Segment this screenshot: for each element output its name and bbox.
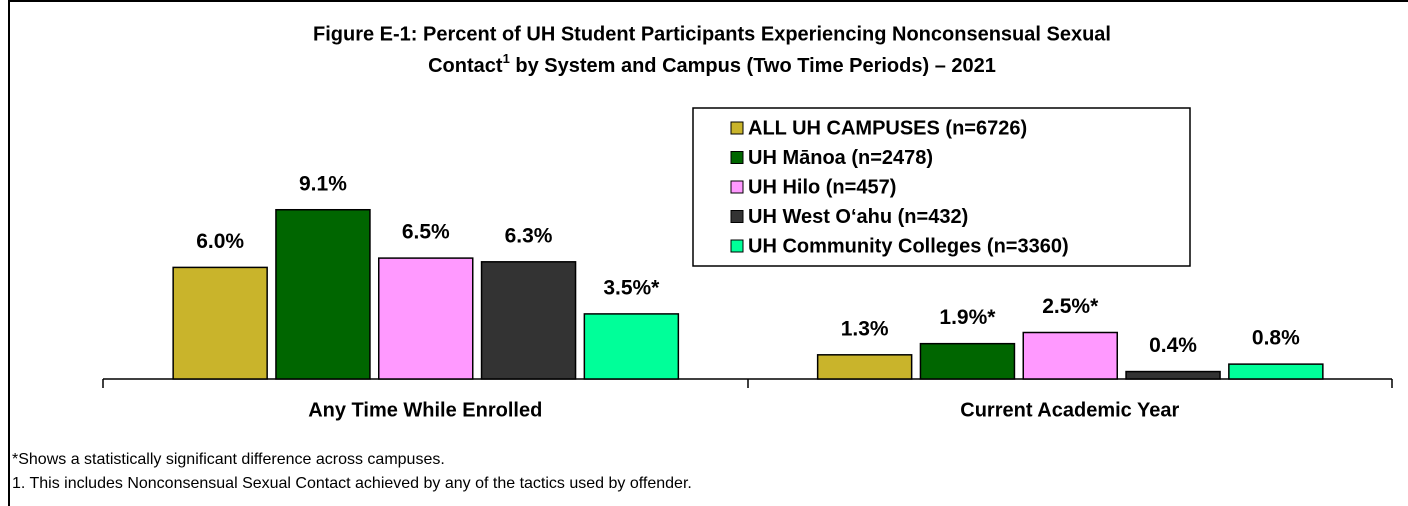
legend-label: UH Mānoa (n=2478) <box>748 147 933 169</box>
footnote: 1. This includes Nonconsensual Sexual Co… <box>12 475 692 492</box>
bar <box>1228 363 1324 380</box>
data-label: 6.3% <box>505 224 553 247</box>
chart-title: Contact1 by System and Campus (Two Time … <box>428 51 996 77</box>
chart-title: by System and Campus (Two Time Periods) … <box>510 55 996 77</box>
data-label: 2.5%* <box>1042 295 1099 318</box>
legend-label: UH Hilo (n=457) <box>748 176 896 198</box>
legend-swatch <box>730 121 744 135</box>
chart-title: Contact <box>428 55 503 77</box>
data-label: 6.5% <box>402 221 450 244</box>
legend-label: UH West O‘ahu (n=432) <box>748 206 968 228</box>
x-tick-label: Any Time While Enrolled <box>308 399 542 421</box>
x-tick-label: Current Academic Year <box>960 399 1179 421</box>
bar <box>275 208 371 380</box>
bar <box>172 266 268 380</box>
legend-swatch <box>730 210 744 223</box>
bar <box>816 354 913 380</box>
chart-title: Figure E-1: Percent of UH Student Partic… <box>313 23 1111 45</box>
data-label: 1.3% <box>841 317 889 340</box>
data-label: 0.4% <box>1149 334 1197 357</box>
bar <box>1125 370 1221 380</box>
data-label: 9.1% <box>299 172 347 195</box>
bar <box>378 257 474 380</box>
bar <box>1022 331 1118 380</box>
footnote: *Shows a statistically significant diffe… <box>12 451 445 468</box>
legend-swatch <box>730 180 744 194</box>
legend-box <box>692 107 1191 267</box>
footnote-mark: 1 <box>503 51 510 66</box>
data-label: 1.9%* <box>939 306 996 329</box>
legend-swatch <box>730 151 744 164</box>
data-label: 6.0% <box>196 230 244 253</box>
data-label: 3.5%* <box>603 276 660 299</box>
legend-label: ALL UH CAMPUSES (n=6726) <box>748 117 1027 139</box>
legend-swatch <box>730 239 744 253</box>
bar <box>583 313 680 380</box>
data-label: 0.8% <box>1252 327 1300 350</box>
bar <box>480 261 577 380</box>
bar <box>919 342 1016 380</box>
legend-label: UH Community Colleges (n=3360) <box>748 235 1069 257</box>
